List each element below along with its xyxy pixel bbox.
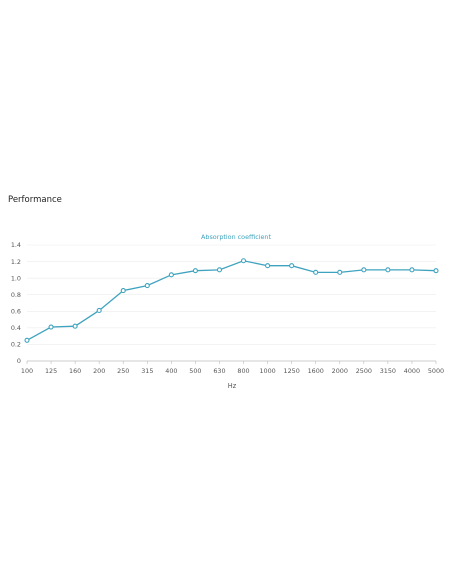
x-tick-label: 315 [141, 367, 153, 375]
y-tick-label: 1.2 [11, 258, 21, 266]
x-tick-label: 3150 [380, 367, 396, 375]
data-point[interactable] [337, 269, 343, 275]
data-point[interactable] [216, 267, 223, 273]
x-tick-label: 2000 [332, 367, 348, 375]
data-point[interactable] [409, 267, 415, 273]
y-tick-label: 0.6 [11, 307, 21, 315]
y-tick-label: 0.4 [11, 324, 21, 332]
y-tick-label: 0.8 [11, 291, 21, 299]
x-tick-label: 100 [21, 367, 33, 375]
x-tick-label: 250 [117, 367, 129, 375]
legend-series-label[interactable]: Absorption coefficient [201, 233, 271, 241]
y-tick-label: 1.4 [11, 241, 21, 249]
x-tick-label: 1600 [308, 367, 324, 375]
data-point[interactable] [120, 288, 126, 294]
section-title: Performance [8, 195, 62, 205]
y-tick-label: 0.2 [11, 341, 21, 349]
data-point[interactable] [240, 258, 247, 264]
x-tick-label: 1000 [259, 367, 275, 375]
data-point[interactable] [168, 272, 174, 278]
data-point[interactable] [144, 283, 150, 289]
data-point[interactable] [192, 268, 198, 274]
y-tick-label: 1.0 [11, 274, 21, 282]
x-tick-label: 2500 [356, 367, 372, 375]
x-axis-title: Hz [228, 382, 237, 390]
series-line [26, 260, 437, 341]
x-tick-label: 630 [213, 367, 225, 375]
data-point[interactable] [433, 268, 439, 274]
y-tick-label: 0 [17, 357, 21, 365]
x-tick-label: 400 [165, 367, 177, 375]
data-point[interactable] [265, 263, 271, 269]
data-point[interactable] [289, 263, 295, 269]
x-tick-label: 800 [237, 367, 249, 375]
x-tick-label: 500 [189, 367, 201, 375]
data-point[interactable] [48, 324, 54, 330]
x-tick-label: 125 [45, 367, 57, 375]
data-point[interactable] [361, 267, 367, 273]
data-point[interactable] [385, 267, 391, 273]
x-tick-label: 1250 [284, 367, 300, 375]
x-tick-label: 5000 [428, 367, 444, 375]
absorption-chart: 0 0.2 0.4 0.6 0.8 1.0 1.2 1.4 100 125 160 200 250 315… [11, 233, 444, 390]
x-tick-label: 4000 [404, 367, 420, 375]
data-point[interactable] [72, 323, 78, 329]
data-point[interactable] [96, 307, 102, 314]
data-point[interactable] [24, 337, 30, 343]
data-point[interactable] [313, 269, 319, 275]
x-tick-label: 200 [93, 367, 105, 375]
x-tick-label: 160 [69, 367, 81, 375]
